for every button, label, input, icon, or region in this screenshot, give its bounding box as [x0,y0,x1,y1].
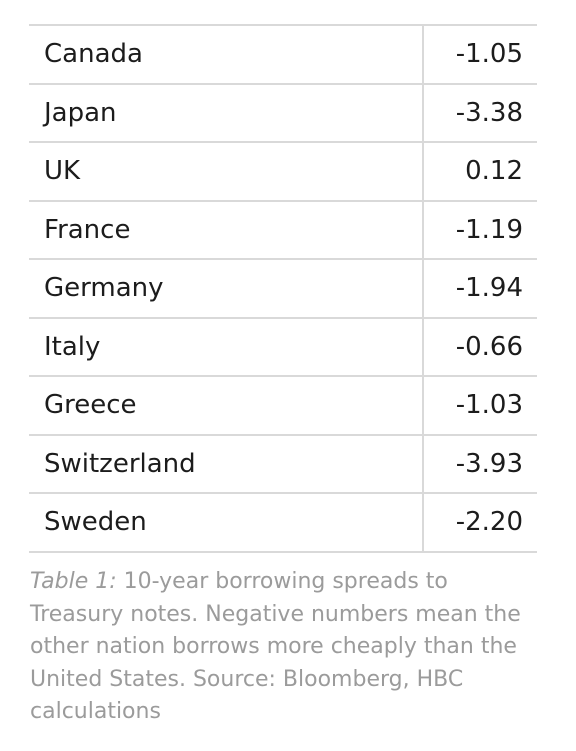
table-row: Germany -1.94 [29,258,537,319]
caption-label: Table 1: [30,569,117,594]
spreads-table-container: Canada -1.05 Japan -3.38 UK 0.12 France … [29,24,537,553]
table-row: Canada -1.05 [29,24,537,85]
table-row: Switzerland -3.93 [29,433,537,494]
spread-value-cell: -0.66 [423,316,537,377]
country-cell: Germany [29,258,424,319]
spread-value-cell: -1.19 [423,199,537,260]
country-cell: Greece [29,375,424,436]
caption-text: 10-year borrowing spreads to Treasury no… [30,569,521,724]
spread-value-cell: -1.03 [423,375,537,436]
table-caption: Table 1: 10-year borrowing spreads to Tr… [30,566,530,729]
country-cell: Switzerland [29,433,424,494]
table-row: Italy -0.66 [29,316,537,377]
spreads-table: Canada -1.05 Japan -3.38 UK 0.12 France … [29,24,537,553]
spread-value-cell: -1.94 [423,258,537,319]
spread-value-cell: -3.38 [423,82,537,143]
country-cell: UK [29,141,424,202]
table-row: Greece -1.03 [29,375,537,436]
spread-value-cell: -1.05 [423,24,537,85]
country-cell: Sweden [29,492,424,553]
table-row: France -1.19 [29,199,537,260]
spread-value-cell: 0.12 [423,141,537,202]
country-cell: Italy [29,316,424,377]
table-row: Sweden -2.20 [29,492,537,553]
country-cell: Japan [29,82,424,143]
country-cell: France [29,199,424,260]
country-cell: Canada [29,24,424,85]
spread-value-cell: -2.20 [423,492,537,553]
table-row: Japan -3.38 [29,82,537,143]
table-row: UK 0.12 [29,141,537,202]
spread-value-cell: -3.93 [423,433,537,494]
